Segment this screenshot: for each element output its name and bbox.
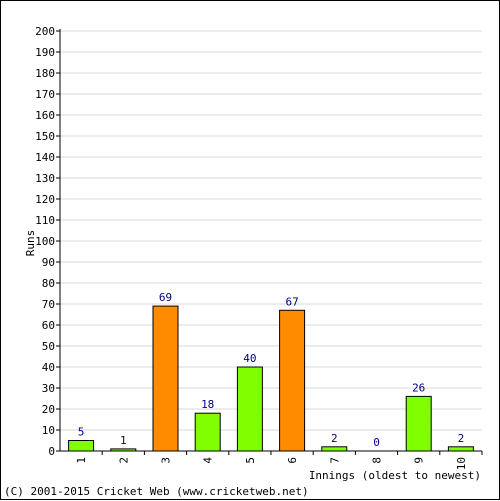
y-tick-label: 150 xyxy=(35,130,55,143)
x-tick-label: 10 xyxy=(455,457,468,470)
y-tick-label: 90 xyxy=(42,256,55,269)
bar-innings-2 xyxy=(110,448,137,452)
value-label-innings-10: 2 xyxy=(458,432,465,445)
x-tick-label: 9 xyxy=(413,457,426,464)
y-tick-label: 130 xyxy=(35,172,55,185)
y-tick-label: 140 xyxy=(35,151,55,164)
y-tick-label: 60 xyxy=(42,319,55,332)
bar-innings-6 xyxy=(279,309,306,452)
y-tick-label: 190 xyxy=(35,46,55,59)
copyright-footer: (C) 2001-2015 Cricket Web (www.cricketwe… xyxy=(4,485,309,498)
x-axis-title: Innings (oldest to newest) xyxy=(309,469,481,482)
bar-innings-5 xyxy=(236,366,263,452)
x-tick-label: 3 xyxy=(160,457,173,464)
x-tick-label: 6 xyxy=(286,457,299,464)
y-tick-label: 70 xyxy=(42,298,55,311)
y-tick-label: 80 xyxy=(42,277,55,290)
value-label-innings-8: 0 xyxy=(373,436,380,449)
y-tick-label: 30 xyxy=(42,382,55,395)
value-label-innings-2: 1 xyxy=(120,434,127,447)
y-tick-label: 110 xyxy=(35,214,55,227)
bar-innings-3 xyxy=(152,305,179,452)
x-tick-label: 5 xyxy=(244,457,257,464)
value-label-innings-9: 26 xyxy=(412,381,425,394)
x-tick-label: 7 xyxy=(328,457,341,464)
x-tick-label: 8 xyxy=(371,457,384,464)
y-tick-label: 40 xyxy=(42,361,55,374)
bar-innings-10 xyxy=(447,446,474,452)
x-tick-label: 2 xyxy=(117,457,130,464)
y-tick-label: 170 xyxy=(35,88,55,101)
axis-layer: 0102030405060708090100110120130140150160… xyxy=(35,25,483,458)
value-label-innings-3: 69 xyxy=(159,291,172,304)
bar-innings-7 xyxy=(321,446,348,452)
value-label-innings-1: 5 xyxy=(78,426,85,439)
y-tick-label: 20 xyxy=(42,403,55,416)
y-axis-title: Runs xyxy=(24,230,37,257)
value-label-innings-5: 40 xyxy=(243,352,256,365)
y-tick-label: 0 xyxy=(48,445,55,458)
x-tick-label: 1 xyxy=(75,457,88,464)
value-label-innings-7: 2 xyxy=(331,432,338,445)
y-tick-label: 160 xyxy=(35,109,55,122)
bar-layer xyxy=(68,305,474,452)
value-label-innings-4: 18 xyxy=(201,398,214,411)
bar-innings-9 xyxy=(405,395,432,452)
y-tick-label: 10 xyxy=(42,424,55,437)
bar-innings-4 xyxy=(194,412,221,452)
y-tick-label: 120 xyxy=(35,193,55,206)
y-tick-label: 50 xyxy=(42,340,55,353)
value-label-innings-6: 67 xyxy=(285,295,298,308)
y-tick-label: 180 xyxy=(35,67,55,80)
y-tick-label: 100 xyxy=(35,235,55,248)
bar-innings-1 xyxy=(68,440,95,452)
x-tick-label: 4 xyxy=(202,457,215,464)
y-tick-label: 200 xyxy=(35,25,55,38)
grid-layer xyxy=(60,30,482,431)
